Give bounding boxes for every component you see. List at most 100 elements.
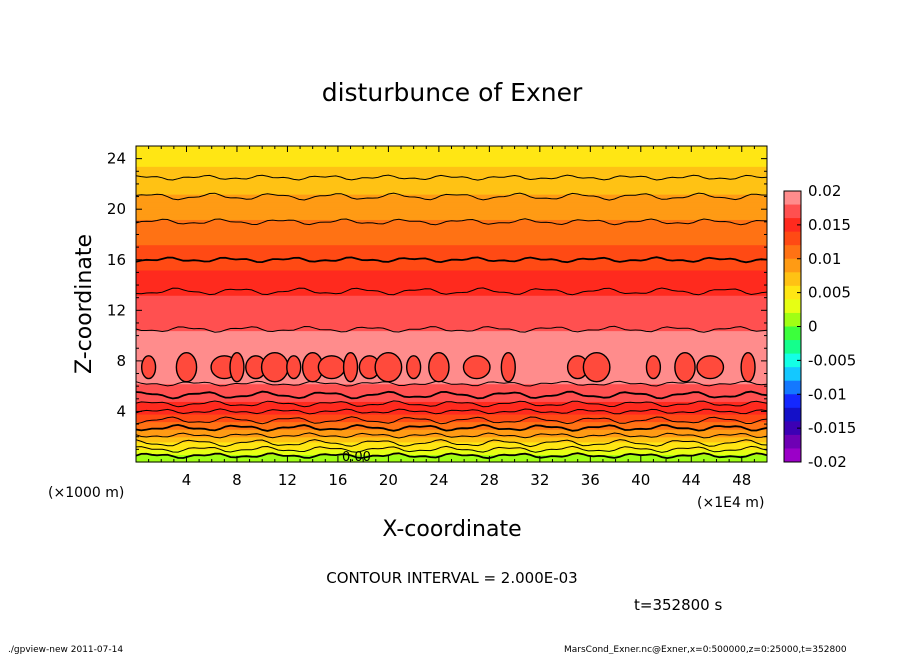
color-band [136,252,767,256]
x-tick-label: 16 [328,471,347,489]
color-band [136,211,767,215]
color-band [136,176,767,180]
contour-interval: CONTOUR INTERVAL = 2.000E-03 [326,569,577,587]
contour-line [135,432,768,439]
color-band [136,416,767,420]
contour-line [135,325,768,333]
color-band [136,388,767,392]
closed-contour [674,351,696,383]
x-scale-label: (×1E4 m) [697,495,764,511]
color-band [136,345,767,349]
closed-contour [140,355,157,380]
y-tick-label: 16 [107,251,126,269]
colorbar-tick-label: -0.02 [808,453,847,471]
colorbar-swatch [784,421,801,436]
closed-contour [582,351,611,383]
x-tick-label: 20 [379,471,398,489]
color-band [136,348,767,352]
colorbar-swatch [784,353,801,368]
y-axis-label: Z-coordinate [72,234,97,374]
color-band [136,201,767,205]
closed-contour [342,351,359,383]
color-band [136,239,767,243]
time-label: t=352800 s [634,596,722,614]
closed-contour [374,351,403,383]
colorbar-tick-label: -0.015 [808,419,856,437]
color-band [136,166,767,170]
x-tick-label: 44 [682,471,701,489]
contour-line [135,416,768,425]
color-band [136,188,767,193]
colorbar-swatch [784,299,801,314]
closed-contour [260,351,289,383]
color-band [136,151,767,155]
color-band [136,297,767,301]
color-band [136,216,767,220]
contour-line [135,408,768,415]
colorbar-tick-label: -0.01 [808,385,847,403]
color-band [136,340,767,344]
color-band [136,419,767,423]
color-band [136,221,767,225]
closed-contour [175,351,198,383]
color-band [136,302,767,306]
color-band [136,186,767,190]
color-band [136,317,767,322]
closed-contour [462,355,491,380]
color-band [136,292,767,296]
contour-line [135,439,768,448]
color-band [136,244,767,248]
color-band [136,393,767,397]
color-band [136,434,767,438]
color-band [136,328,767,332]
closed-contour [500,351,516,383]
color-band [136,312,767,316]
contour-label: 0.00 [342,450,371,465]
colorbar-swatch [784,448,801,463]
x-tick-label: 4 [182,471,192,489]
color-band [136,226,767,231]
color-band [136,363,767,367]
color-band [136,446,767,450]
color-band [136,305,767,309]
color-band [136,403,767,407]
closed-contour [740,351,756,383]
contour-line [135,192,768,201]
color-band [136,254,767,258]
contour-line [135,256,768,264]
color-band [136,322,767,327]
chart-title: disturbunce of Exner [322,78,583,107]
colorbar-swatch [784,258,801,273]
color-band [136,300,767,304]
contour-line [135,400,768,408]
colorbar-swatch [784,218,801,233]
colorbar-swatch [784,407,801,422]
colorbar-swatch [784,272,801,287]
color-band [136,381,767,385]
color-band [136,196,767,200]
color-band [136,295,767,299]
color-band [136,436,767,440]
colorbar-swatch [784,191,801,206]
closed-contour [645,355,662,380]
x-tick-label: 12 [278,471,297,489]
x-axis-ticks: 4 8 12 16 20 24 28 32 36 40 44 48 [148,146,755,489]
plot-area [135,145,768,463]
color-band [136,191,767,195]
color-band [136,376,767,380]
color-band [136,231,767,236]
color-band [136,383,767,387]
colorbar-tick-label: 0.015 [808,216,851,234]
colorbar-tick-label: 0.01 [808,250,841,268]
color-band [136,173,767,177]
color-band [136,264,767,268]
color-band [136,373,767,377]
y-tick-label: 8 [116,352,126,370]
color-band [136,262,767,266]
colorbar-swatch [784,312,801,327]
color-band [136,274,767,279]
colorbar: 0.02 0.015 0.01 0.005 0 -0.005 -0.01 -0.015 -0.0… [783,182,856,471]
colorbar-tick-label: 0.005 [808,284,851,302]
color-band [136,333,767,337]
